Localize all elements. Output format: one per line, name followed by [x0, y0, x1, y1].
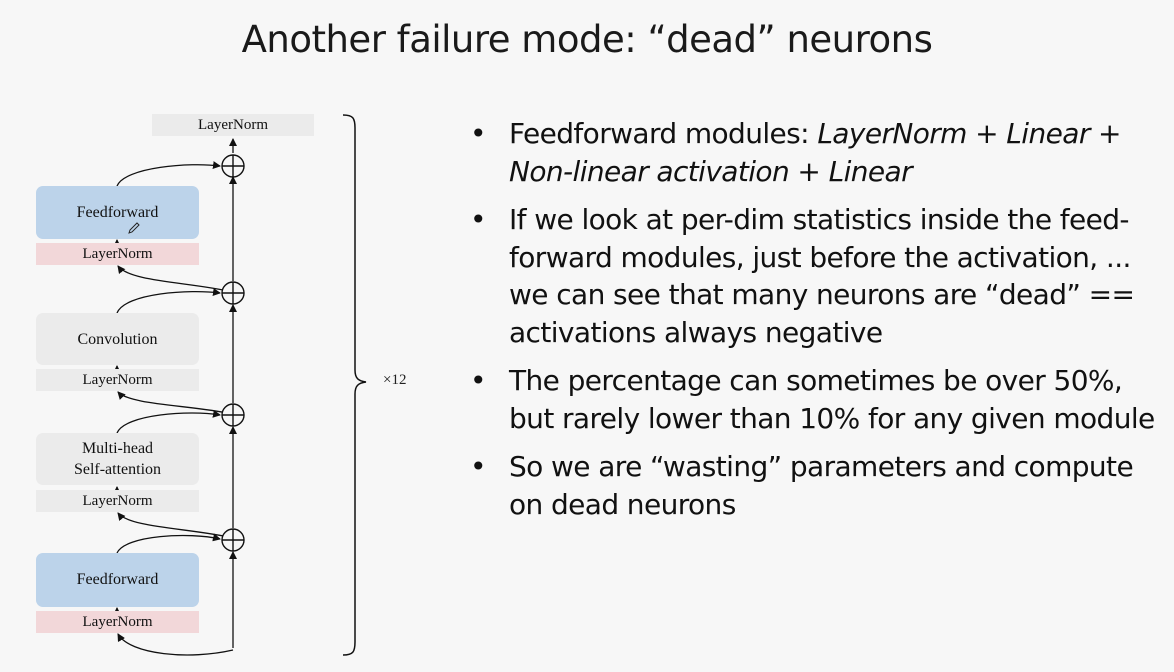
pencil-icon: [128, 222, 140, 234]
plus-circle-icon: [221, 281, 245, 305]
bullet-item: • If we look at per-dim statistics insid…: [470, 201, 1160, 351]
mhsa-layernorm: LayerNorm: [36, 490, 199, 512]
conformer-block-diagram: [113, 114, 367, 656]
bullet-item: • So we are “wasting” parameters and com…: [470, 448, 1160, 523]
feedforward-bottom-layernorm: LayerNorm: [36, 611, 199, 633]
slide-title: Another failure mode: “dead” neurons: [241, 18, 933, 61]
convolution-box: Convolution: [36, 313, 199, 365]
feedforward-top-box: Feedforward: [36, 186, 199, 239]
bullet-italic: LayerNorm + Linear + Non-linear activati…: [509, 117, 1121, 188]
bullet-text: If we look at per-dim statistics inside …: [509, 203, 1135, 349]
mhsa-label-line2: Self-attention: [73, 461, 162, 478]
plus-circle-icon: [221, 528, 245, 552]
feedforward-top-layernorm: LayerNorm: [36, 243, 199, 265]
bullet-list: • Feedforward modules: LayerNorm + Linea…: [470, 115, 1160, 534]
bullet-item: • The percentage can sometimes be over 5…: [470, 362, 1160, 437]
bullet-item: • Feedforward modules: LayerNorm + Linea…: [470, 115, 1160, 190]
top-layernorm: LayerNorm: [152, 114, 314, 136]
bullet-icon: •: [470, 203, 487, 236]
repeat-count-label: ×12: [383, 372, 407, 388]
bullet-icon: •: [470, 117, 487, 150]
bullet-icon: •: [470, 364, 487, 397]
bullet-icon: •: [470, 450, 487, 483]
plus-circle-icon: [221, 403, 245, 427]
mhsa-label-line1: Multi-head: [81, 440, 154, 457]
bullet-lead: Feedforward modules:: [509, 117, 818, 150]
bullet-text: So we are “wasting” parameters and compu…: [509, 450, 1134, 521]
feedforward-bottom-box: Feedforward: [36, 553, 199, 607]
bullet-text: The percentage can sometimes be over 50%…: [509, 364, 1155, 435]
mhsa-box: Multi-head Self-attention: [36, 433, 199, 485]
repeat-brace: [342, 114, 367, 656]
convolution-layernorm: LayerNorm: [36, 369, 199, 391]
plus-circle-icon: [221, 154, 245, 178]
